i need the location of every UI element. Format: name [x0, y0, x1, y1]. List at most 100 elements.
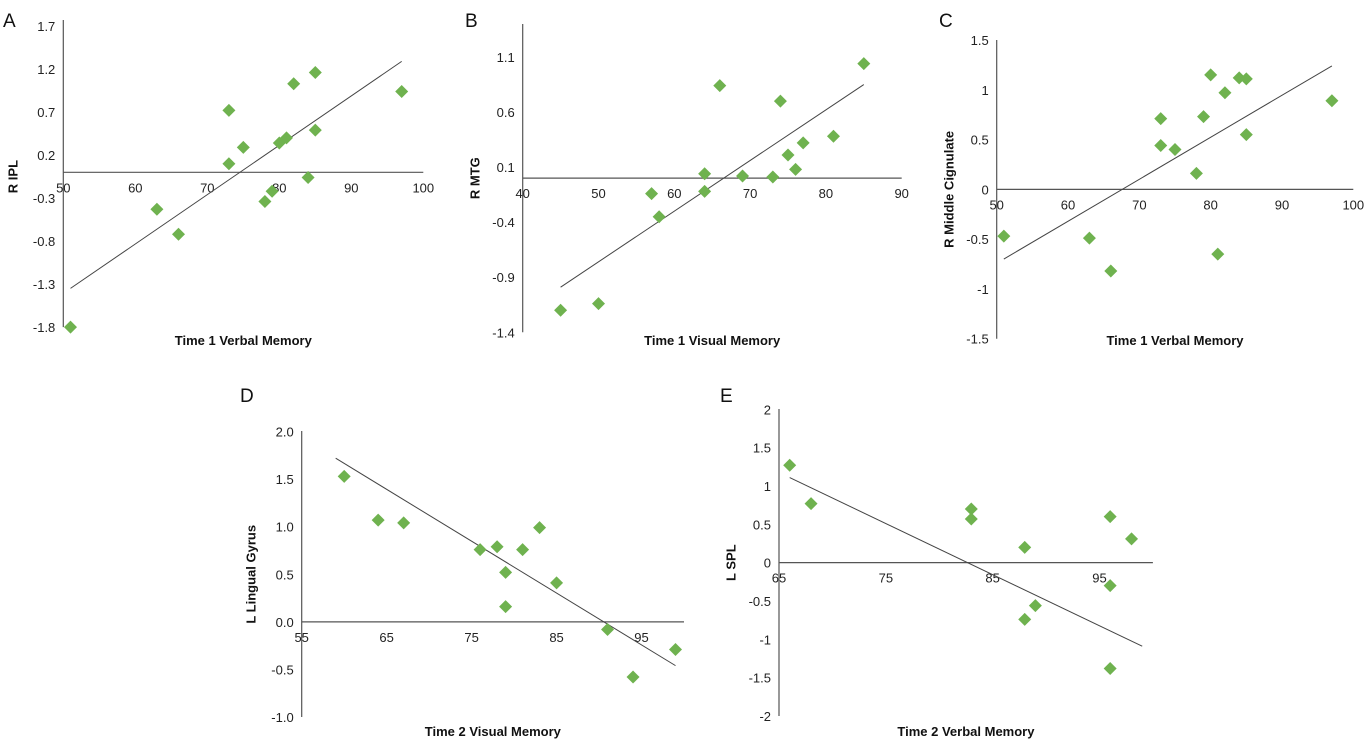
data-point: [499, 565, 513, 579]
y-tick-label: 1.1: [497, 50, 515, 65]
trendline: [70, 60, 402, 289]
y-tick-label: 0.2: [37, 148, 55, 163]
data-point: [490, 540, 504, 554]
x-tick-label: 40: [515, 186, 529, 201]
data-point: [1125, 532, 1139, 546]
data-point: [1325, 94, 1339, 108]
x-tick-label: 50: [591, 186, 605, 201]
y-tick-label: 0.0: [276, 615, 294, 630]
x-tick-label: 70: [743, 186, 757, 201]
data-point: [265, 184, 279, 198]
data-point: [1239, 128, 1253, 142]
x-axis-title: Time 1 Verbal Memory: [175, 333, 313, 348]
trendline: [335, 457, 676, 667]
y-tick-label: 0.5: [276, 567, 294, 582]
y-axis-title: L Lingual Gyrus: [243, 525, 258, 624]
y-tick-label: 1.2: [37, 62, 55, 77]
y-tick-label: -0.5: [966, 232, 988, 247]
y-axis-title: R MTG: [467, 157, 482, 199]
y-tick-label: 2.0: [276, 425, 294, 440]
panel-label: B: [465, 11, 478, 32]
data-point: [280, 131, 293, 145]
data-point: [698, 167, 712, 181]
panel-label: D: [240, 386, 254, 407]
y-tick-label: 0: [764, 556, 771, 571]
scatter-panel-c: C 1.5 1 0.5 0 -0.5 -1 -1.5 50 60 70 80 90 100 Time 1 V…: [939, 11, 1364, 348]
data-point: [669, 642, 683, 656]
trendline: [789, 477, 1143, 647]
x-tick-label: 85: [549, 630, 563, 645]
y-tick-label: -0.4: [492, 215, 514, 230]
scatter-panel-a: A 1.71.20.70.2-0.3-0.8-1.3-1.850 60 70 80 90 1…: [3, 11, 434, 348]
data-point: [1239, 72, 1253, 86]
data-point: [499, 600, 513, 614]
y-axis-title: R IPL: [5, 160, 20, 193]
data-point: [1018, 612, 1032, 626]
y-tick-label: 0.1: [497, 160, 515, 175]
data-point: [258, 195, 272, 209]
data-point: [826, 129, 840, 143]
x-tick-label: 95: [634, 630, 648, 645]
data-point: [236, 140, 250, 154]
y-tick-label: -2: [759, 709, 771, 724]
data-point: [222, 157, 236, 171]
data-point: [1154, 112, 1168, 126]
data-point: [1028, 599, 1042, 613]
x-tick-label: 75: [464, 630, 478, 645]
x-tick-label: 50: [56, 180, 70, 195]
y-tick-label: 1.7: [37, 19, 55, 34]
x-tick-label: 75: [879, 571, 893, 586]
y-tick-label: -1: [759, 632, 771, 647]
y-tick-label: -0.9: [492, 270, 514, 285]
data-point: [804, 497, 818, 511]
trendline: [560, 84, 865, 288]
y-tick-label: 0.5: [753, 517, 771, 532]
data-point: [1204, 68, 1218, 82]
x-axis-title: Time 1 Visual Memory: [644, 333, 781, 348]
data-point: [736, 169, 750, 183]
data-point: [64, 320, 77, 334]
data-point: [287, 77, 301, 91]
panel-label: C: [939, 11, 953, 32]
y-axis-title: R Middle Cignulate: [941, 131, 956, 248]
y-tick-label: -0.3: [33, 191, 55, 206]
data-point: [1082, 231, 1096, 245]
data-point: [1197, 110, 1211, 124]
x-tick-label: 80: [1203, 197, 1217, 212]
y-tick-label: 0.6: [497, 105, 515, 120]
data-point: [645, 187, 659, 201]
data-point: [626, 670, 640, 684]
y-tick-label: 1.5: [276, 472, 294, 487]
x-tick-label: 50: [989, 197, 1003, 212]
x-axis-title: Time 2 Visual Memory: [425, 724, 562, 739]
y-tick-label: -1.5: [966, 332, 988, 347]
data-point: [1168, 143, 1182, 157]
x-tick-label: 70: [200, 180, 214, 195]
y-tick-label: -1: [977, 282, 989, 297]
panel-label: A: [3, 11, 16, 32]
x-tick-label: 95: [1092, 571, 1106, 586]
y-tick-label: -0.5: [749, 594, 771, 609]
data-point: [308, 66, 322, 80]
y-tick-label: 1.5: [753, 441, 771, 456]
y-tick-label: 1: [981, 83, 988, 98]
y-tick-label: 2: [764, 402, 771, 417]
x-axis-title: Time 1 Verbal Memory: [1106, 333, 1244, 348]
x-tick-label: 100: [1342, 197, 1364, 212]
data-point: [964, 512, 978, 526]
x-tick-label: 65: [772, 571, 786, 586]
y-tick-label: -0.5: [271, 662, 293, 677]
data-point: [766, 170, 780, 184]
y-tick-label: -0.8: [33, 234, 55, 249]
y-tick-label: 1.0: [276, 520, 294, 535]
data-point: [1104, 264, 1118, 278]
data-point: [1211, 247, 1225, 261]
y-tick-label: -1.0: [271, 710, 293, 725]
data-point: [1189, 166, 1203, 180]
data-point: [301, 170, 315, 184]
data-point: [1218, 86, 1232, 100]
data-point: [533, 521, 547, 535]
y-tick-label: 0.7: [37, 105, 55, 120]
x-tick-label: 60: [667, 186, 681, 201]
